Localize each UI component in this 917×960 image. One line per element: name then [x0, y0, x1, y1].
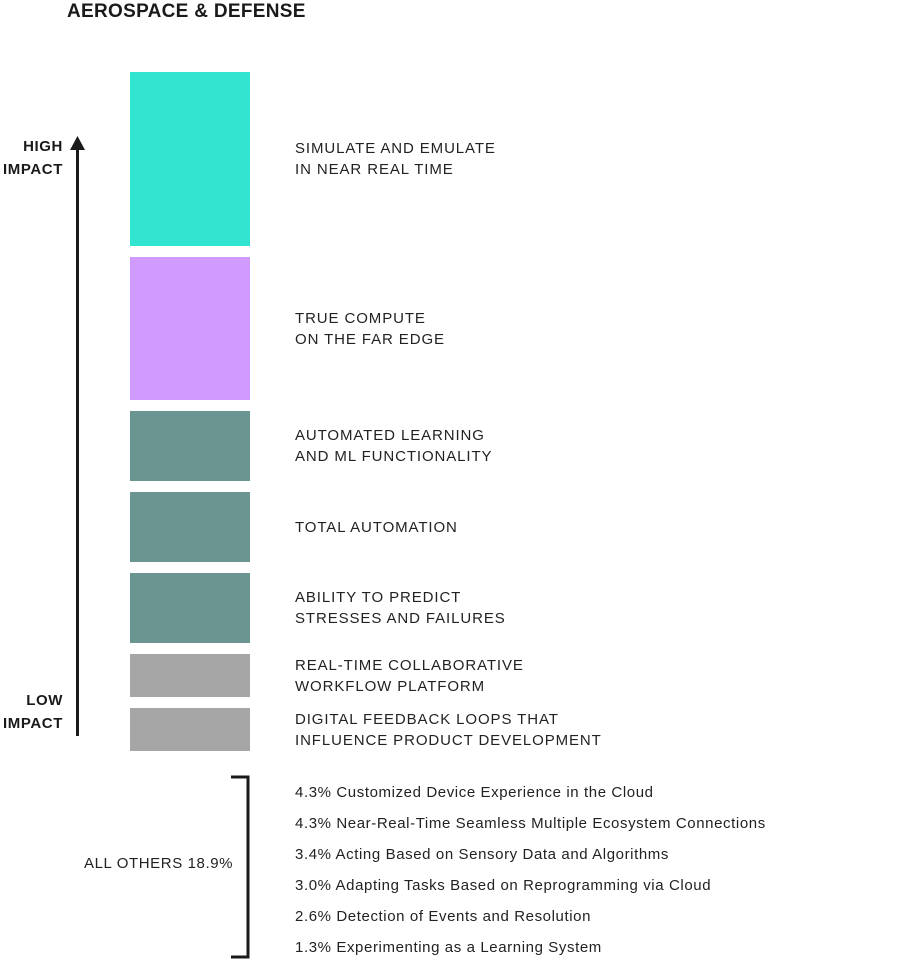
bar-6	[130, 708, 250, 751]
bar-label-2-line-1: AND ML FUNCTIONALITY	[295, 448, 493, 465]
impact-axis-arrowhead	[70, 136, 85, 150]
high-impact-label-line-2: IMPACT	[3, 161, 63, 178]
bar-label-5-line-0: REAL-TIME COLLABORATIVE	[295, 657, 524, 674]
bar-label-5-line-1: WORKFLOW PLATFORM	[295, 678, 486, 695]
bar-label-6-line-1: INFLUENCE PRODUCT DEVELOPMENT	[295, 732, 602, 749]
bar-label-6: DIGITAL FEEDBACK LOOPS THAT INFLUENCE PRO…	[295, 709, 602, 751]
bar-label-3-line-0: TOTAL AUTOMATION	[295, 519, 458, 536]
bar-label-1-line-1: ON THE FAR EDGE	[295, 331, 445, 348]
bar-5	[130, 654, 250, 697]
others-item-4: 2.6% Detection of Events and Resolution	[295, 908, 592, 925]
others-bracket-line	[231, 775, 250, 959]
bar-label-0-line-0: SIMULATE AND EMULATE	[295, 140, 496, 157]
all-others-label: ALL OTHERS 18.9%	[84, 855, 234, 872]
bar-label-1-line-0: TRUE COMPUTE	[295, 310, 426, 327]
bar-label-0: SIMULATE AND EMULATE IN NEAR REAL TIME	[295, 138, 496, 180]
bar-label-0-line-1: IN NEAR REAL TIME	[295, 161, 454, 178]
bar-1	[130, 257, 250, 400]
low-impact-label-line-1: LOW	[26, 692, 63, 709]
high-impact-label-line-1: HIGH	[23, 138, 63, 155]
low-impact-label-line-2: IMPACT	[3, 715, 63, 732]
bar-label-4-line-0: ABILITY TO PREDICT	[295, 589, 462, 606]
low-impact-label: LOW IMPACT	[0, 689, 63, 735]
chart-title: AEROSPACE & DEFENSE	[67, 1, 306, 22]
bar-4	[130, 573, 250, 643]
bar-label-4-line-1: STRESSES AND FAILURES	[295, 610, 506, 627]
bar-2	[130, 411, 250, 481]
others-item-0: 4.3% Customized Device Experience in the…	[295, 784, 654, 801]
others-item-5: 1.3% Experimenting as a Learning System	[295, 939, 602, 956]
bar-label-5: REAL-TIME COLLABORATIVE WORKFLOW PLATFORM	[295, 655, 524, 697]
high-impact-label: HIGH IMPACT	[0, 135, 63, 181]
bar-3	[130, 492, 250, 562]
bar-0	[130, 72, 250, 246]
bar-label-2-line-0: AUTOMATED LEARNING	[295, 427, 485, 444]
others-item-1: 4.3% Near-Real-Time Seamless Multiple Ec…	[295, 815, 766, 832]
others-item-2: 3.4% Acting Based on Sensory Data and Al…	[295, 846, 670, 863]
bar-label-2: AUTOMATED LEARNING AND ML FUNCTIONALITY	[295, 425, 492, 467]
bar-label-6-line-0: DIGITAL FEEDBACK LOOPS THAT	[295, 711, 559, 728]
bar-label-3: TOTAL AUTOMATION	[295, 517, 458, 538]
bar-label-1: TRUE COMPUTE ON THE FAR EDGE	[295, 308, 445, 350]
others-item-3: 3.0% Adapting Tasks Based on Reprogrammi…	[295, 877, 712, 894]
bar-label-4: ABILITY TO PREDICT STRESSES AND FAILURES	[295, 587, 506, 629]
